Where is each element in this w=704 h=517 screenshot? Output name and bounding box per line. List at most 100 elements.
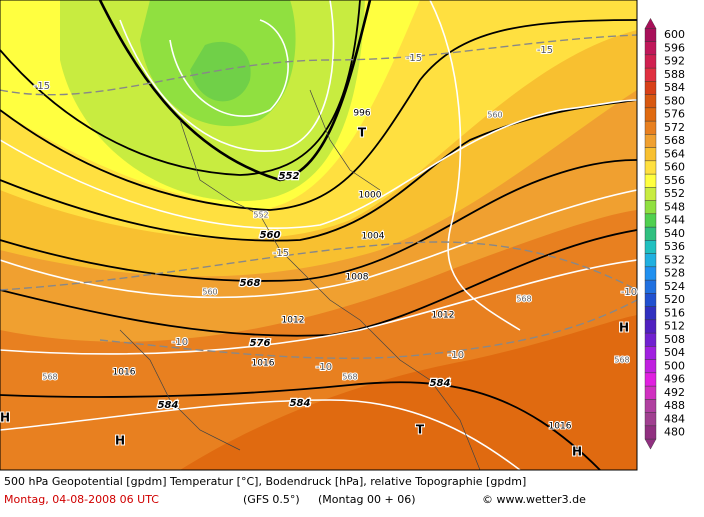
map-label: -10 [448, 350, 464, 361]
footer-run: (Montag 00 + 06) [318, 493, 416, 506]
map-label: H [115, 434, 125, 448]
map-label: T [416, 423, 425, 437]
map-label: 568 [42, 373, 57, 382]
map-label: 560 [260, 230, 281, 241]
colorbar-swatch [644, 306, 657, 321]
map-label: -15 [537, 45, 553, 56]
colorbar-swatch [644, 54, 657, 69]
colorbar-label: 596 [664, 41, 685, 54]
colorbar-label: 516 [664, 306, 685, 319]
colorbar-swatch [644, 134, 657, 148]
map-label: 568 [240, 278, 261, 289]
map-label: 568 [342, 373, 357, 382]
colorbar-swatch [644, 346, 657, 360]
map-label: 1004 [362, 232, 385, 242]
colorbar-label: 524 [664, 280, 685, 293]
map-label: 560 [202, 288, 217, 297]
map-label: -10 [621, 287, 637, 298]
map-label: 560 [487, 111, 502, 120]
map-labels: 552 560 568 576 584 584 584 996 1000 1004 1008 1012… [0, 44, 638, 460]
colorbar-swatch [644, 240, 657, 254]
colorbar-swatch [644, 81, 657, 95]
colorbar-swatch [644, 107, 657, 122]
colorbar-swatch [644, 200, 657, 215]
map-label: 1016 [549, 422, 572, 432]
colorbar-swatch [644, 173, 657, 188]
colorbar-label: 592 [664, 55, 685, 68]
footer-model: (GFS 0.5°) [243, 493, 300, 506]
colorbar-label: 552 [664, 187, 685, 200]
footer-credit: © www.wetter3.de [482, 493, 586, 506]
footer-date: Montag, 04-08-2008 06 UTC [4, 493, 159, 506]
map-label: 1016 [252, 359, 275, 369]
colorbar-label: 556 [664, 174, 685, 187]
colorbar-swatch [644, 147, 657, 162]
colorbar-swatch [644, 41, 657, 56]
map-label: 584 [430, 378, 451, 389]
colorbar-label: 540 [664, 227, 685, 240]
colorbar-swatch [644, 120, 657, 135]
map-area [0, 0, 637, 470]
map-label: 1016 [113, 368, 136, 378]
colorbar-swatch [644, 399, 657, 413]
colorbar-label: 600 [664, 28, 685, 41]
colorbar-swatch [644, 67, 657, 82]
map-label: 552 [253, 211, 268, 220]
colorbar-label: 548 [664, 200, 685, 213]
colorbar-label: 500 [664, 359, 685, 372]
colorbar-label: 576 [664, 108, 685, 121]
colorbar-label: 532 [664, 253, 685, 266]
colorbar-swatch [644, 94, 657, 109]
map-label: -15 [406, 53, 422, 64]
colorbar-label: 496 [664, 373, 685, 386]
map-label: -15 [34, 81, 50, 92]
colorbar-label: 492 [664, 386, 685, 399]
map-label: -10 [316, 362, 332, 373]
colorbar-label: 544 [664, 214, 685, 227]
colorbar-label: 536 [664, 240, 685, 253]
colorbar-label: 560 [664, 161, 685, 174]
colorbar-label: 584 [664, 81, 685, 94]
colorbar-label: 572 [664, 121, 685, 134]
colorbar-label: 520 [664, 293, 685, 306]
colorbar-label: 588 [664, 68, 685, 81]
colorbar-swatch [644, 279, 657, 294]
colorbar-swatch [644, 160, 657, 175]
map-label: 568 [614, 356, 629, 365]
map-label: 576 [250, 338, 271, 349]
map-label: 1008 [346, 273, 369, 283]
colorbar-label: 484 [664, 412, 685, 425]
map-label: 584 [290, 398, 311, 409]
colorbar-swatch [644, 332, 657, 347]
colorbar-arrow [644, 438, 657, 450]
colorbar-label: 528 [664, 267, 685, 280]
colorbar-swatch [644, 319, 657, 334]
map-label: 568 [516, 295, 531, 304]
map-label: H [572, 445, 582, 459]
map-label: H [619, 321, 629, 335]
colorbar-label: 504 [664, 346, 685, 359]
colorbar-swatch [644, 412, 657, 427]
colorbar-label: 580 [664, 94, 685, 107]
colorbar-swatch [644, 425, 657, 440]
map-label: 1000 [359, 191, 382, 201]
map-label: 552 [279, 171, 300, 182]
colorbar-swatch [644, 187, 657, 201]
colorbar-label: 488 [664, 399, 685, 412]
colorbar-label: 564 [664, 147, 685, 160]
colorbar-arrow [644, 17, 657, 29]
colorbar-swatch [644, 28, 657, 42]
colorbar-swatch [644, 293, 657, 307]
map-label: -15 [273, 248, 289, 259]
map-frame [0, 0, 638, 471]
colorbar-swatch [644, 385, 657, 400]
colorbar-label: 480 [664, 426, 685, 439]
colorbar-swatch [644, 253, 657, 268]
colorbar-label: 512 [664, 320, 685, 333]
map-label: 996 [353, 109, 370, 119]
map-label: 584 [158, 400, 179, 411]
colorbar-swatch [644, 226, 657, 241]
colorbar: 6005965925885845805765725685645605565525… [644, 17, 685, 450]
map-label: 1012 [432, 311, 455, 321]
colorbar-swatch [644, 372, 657, 387]
